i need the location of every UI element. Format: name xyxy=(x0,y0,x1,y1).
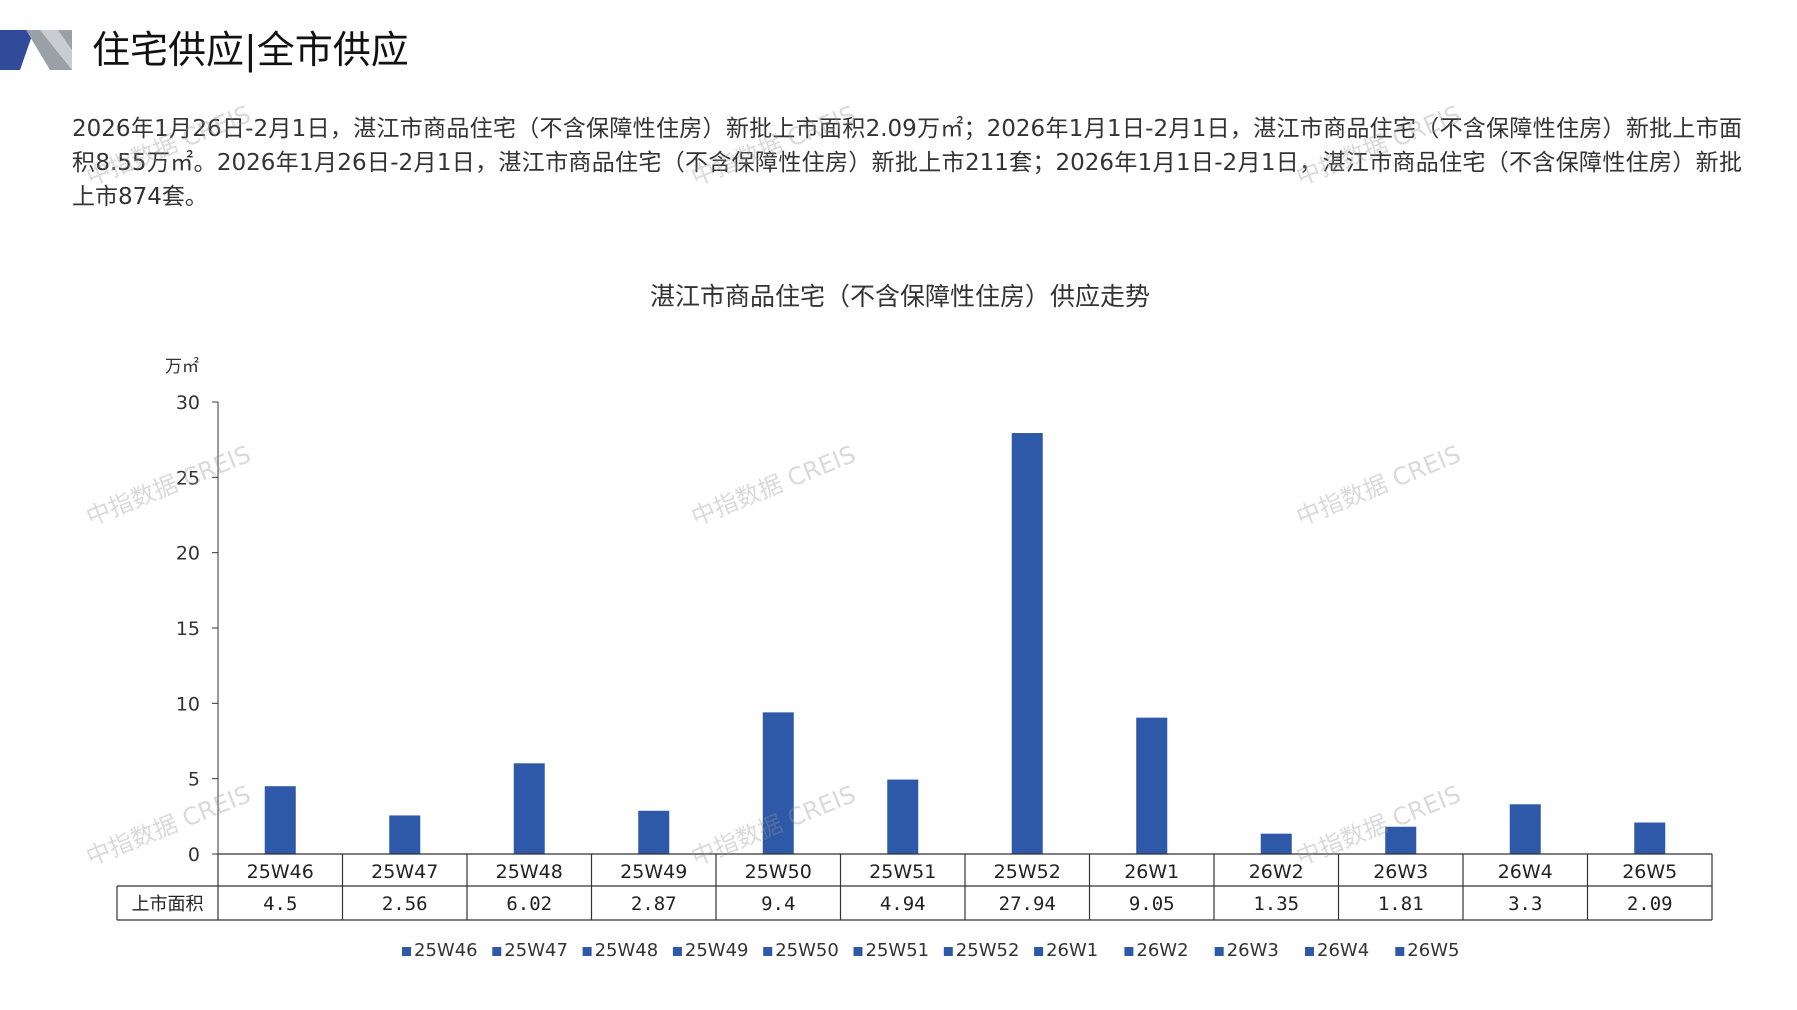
legend-entry: 26W3 xyxy=(1227,940,1279,961)
header-logo-shape xyxy=(0,30,72,70)
x-tick-label: 25W49 xyxy=(620,861,687,883)
page-title: 住宅供应|全市供应 xyxy=(92,28,409,72)
legend-swatch xyxy=(763,947,773,956)
data-label: 2.09 xyxy=(1627,893,1673,915)
legend-entry: 25W51 xyxy=(866,940,930,961)
legend-swatch xyxy=(1395,947,1405,956)
legend-entry: 26W1 xyxy=(1046,940,1098,961)
y-tick-label: 10 xyxy=(176,693,200,715)
x-tick-label: 25W50 xyxy=(745,861,812,883)
x-tick-label: 25W46 xyxy=(247,861,314,883)
bar-26w5 xyxy=(1634,822,1666,854)
legend-swatch xyxy=(853,947,863,956)
bar-25w49 xyxy=(638,810,670,854)
y-tick-label: 20 xyxy=(176,543,200,565)
data-label: 9.4 xyxy=(761,893,795,915)
data-label: 1.81 xyxy=(1378,893,1424,915)
data-label: 9.05 xyxy=(1129,893,1175,915)
legend-entry: 25W50 xyxy=(775,940,839,961)
legend-swatch xyxy=(492,947,502,956)
data-label: 3.3 xyxy=(1508,893,1542,915)
legend-swatch xyxy=(943,947,953,956)
bar-25w50 xyxy=(762,712,794,854)
data-label: 4.5 xyxy=(263,893,297,915)
legend-swatch xyxy=(672,947,682,956)
legend-entry: 25W46 xyxy=(414,940,478,961)
data-label: 2.87 xyxy=(631,893,677,915)
x-tick-label: 26W5 xyxy=(1622,861,1677,883)
bar-26w4 xyxy=(1509,804,1541,854)
data-label: 2.56 xyxy=(382,893,428,915)
data-label: 6.02 xyxy=(506,893,552,915)
legend-entry: 26W5 xyxy=(1407,940,1459,961)
bar-25w51 xyxy=(887,779,919,854)
x-tick-label: 26W2 xyxy=(1249,861,1304,883)
summary-paragraph: 2026年1月26日-2月1日，湛江市商品住宅（不含保障性住房）新批上市面积2.… xyxy=(72,116,1742,210)
table-row-header-series-name: 上市面积 xyxy=(132,894,204,915)
data-label: 27.94 xyxy=(999,893,1056,915)
legend-entry: 26W4 xyxy=(1317,940,1369,961)
bar-25w52 xyxy=(1011,433,1043,854)
legend-entry: 25W49 xyxy=(685,940,749,961)
legend-entry: 25W48 xyxy=(595,940,659,961)
x-tick-label: 26W4 xyxy=(1498,861,1553,883)
x-tick-label: 25W47 xyxy=(371,861,438,883)
legend-swatch xyxy=(1305,947,1314,956)
y-tick-label: 30 xyxy=(176,392,200,414)
x-tick-label: 26W1 xyxy=(1124,861,1179,883)
bar-26w2 xyxy=(1260,833,1292,854)
bar-26w1 xyxy=(1136,717,1168,854)
bar-26w3 xyxy=(1385,826,1417,854)
legend-swatch xyxy=(582,947,592,956)
bar-25w46 xyxy=(264,786,296,854)
y-tick-label: 5 xyxy=(188,769,200,791)
y-tick-label: 25 xyxy=(176,467,200,489)
legend-entry: 25W47 xyxy=(504,940,568,961)
data-label: 4.94 xyxy=(880,893,926,915)
legend-swatch xyxy=(1214,947,1224,956)
chart-title: 湛江市商品住宅（不含保障性住房）供应走势 xyxy=(650,282,1150,311)
legend-entry: 26W2 xyxy=(1136,940,1188,961)
legend-swatch xyxy=(402,947,411,956)
bar-25w48 xyxy=(513,763,545,854)
bar-25w47 xyxy=(389,815,421,854)
x-tick-label: 26W3 xyxy=(1373,861,1428,883)
legend-swatch xyxy=(1034,947,1044,956)
legend-entry: 25W52 xyxy=(956,940,1020,961)
data-label: 1.35 xyxy=(1253,893,1299,915)
y-tick-label: 15 xyxy=(176,618,200,640)
x-tick-label: 25W51 xyxy=(869,861,936,883)
legend-swatch xyxy=(1124,947,1134,956)
x-tick-label: 25W52 xyxy=(994,861,1061,883)
y-tick-label: 0 xyxy=(188,844,200,866)
x-tick-label: 25W48 xyxy=(496,861,563,883)
y-axis-unit-label: 万㎡ xyxy=(165,357,199,377)
